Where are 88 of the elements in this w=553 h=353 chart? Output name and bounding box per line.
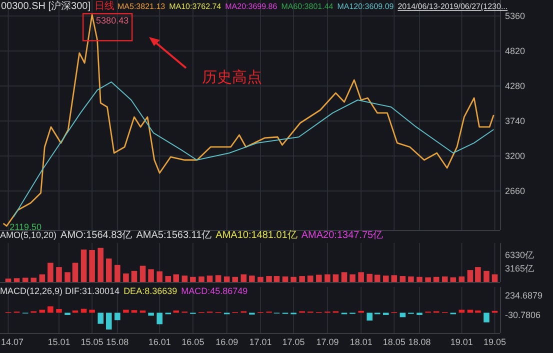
bar [173,274,180,282]
bar [89,250,95,282]
bar [182,276,188,282]
annotation: AMA5:1563.11亿 [136,230,212,241]
annotation: 2119.50 [10,222,42,232]
bar [484,312,490,322]
bar [382,276,389,282]
bar [341,272,348,282]
bar [366,312,373,321]
annotation: AMO:1564.83亿 [60,230,132,241]
bar [98,312,104,324]
annotation: AMA10:1481.01亿 [216,230,298,241]
bar [433,276,440,282]
bar [484,270,490,282]
bar [56,309,62,313]
bar [48,262,54,282]
bar [56,267,62,282]
bar [148,312,154,316]
bar [400,276,406,282]
annotation: 5380.43 [96,16,129,26]
annotation: MACD:45.86749 [181,286,248,296]
annotation: 2014/06/13-2019/06/27(1230... [398,2,508,11]
bar [206,276,213,282]
bar [22,278,28,282]
bar [156,271,162,282]
bar [366,274,373,282]
bar [358,272,364,282]
annotation: MA60:3801.44 [281,2,334,11]
bar [316,274,322,282]
bar [282,276,288,282]
bar [458,276,465,282]
annotation: MA20:3699.86 [225,2,278,11]
bar [14,278,20,282]
bar [30,278,37,282]
bar [416,276,422,282]
bar [80,250,87,282]
annotation: MA5:3821.13 [118,2,166,11]
bar [492,274,498,282]
bar [123,273,129,282]
annotation: DEA:8.36639 [124,286,178,296]
bar [324,274,330,282]
annotation: 历史高点 [202,69,262,86]
bar [198,276,204,282]
bar [72,262,78,282]
bar [140,266,146,282]
bar [467,270,474,282]
subtitle: 日线 [94,1,114,12]
annotation: AMA20:1347.75亿 [301,230,384,241]
bar [450,277,456,282]
bar [350,274,356,282]
bar [232,276,238,282]
bar [131,310,138,313]
bar [64,272,70,282]
bar [114,264,120,282]
bar [258,276,264,282]
bar [39,274,46,282]
bar [148,269,154,282]
bar [266,276,272,282]
bar [425,277,431,282]
bar [408,276,414,282]
bar [391,275,398,282]
bar [374,274,380,282]
title: 00300.SH [沪深300] [1,1,90,12]
bar [400,312,406,318]
bar [5,278,12,282]
bar [114,312,120,320]
bar [299,276,305,282]
bar [442,276,448,282]
bar [290,276,296,282]
bar [475,267,481,282]
bar [224,276,230,282]
bar [156,312,162,324]
bar [190,276,196,282]
bar [48,306,54,313]
bar [215,275,222,282]
bar [274,276,280,282]
annotation: AMO(5,10,20) [0,230,57,240]
bar [332,274,339,282]
bar [131,270,138,282]
bar [165,276,172,282]
bar [106,258,112,282]
bar [249,276,255,282]
bar [106,312,112,330]
bar [240,274,247,282]
bar [98,248,104,282]
annotation: MA10:3762.74 [169,2,222,11]
bar [307,276,314,282]
annotation: MACD(12,26,9) DIF:31.30014 [0,286,120,296]
